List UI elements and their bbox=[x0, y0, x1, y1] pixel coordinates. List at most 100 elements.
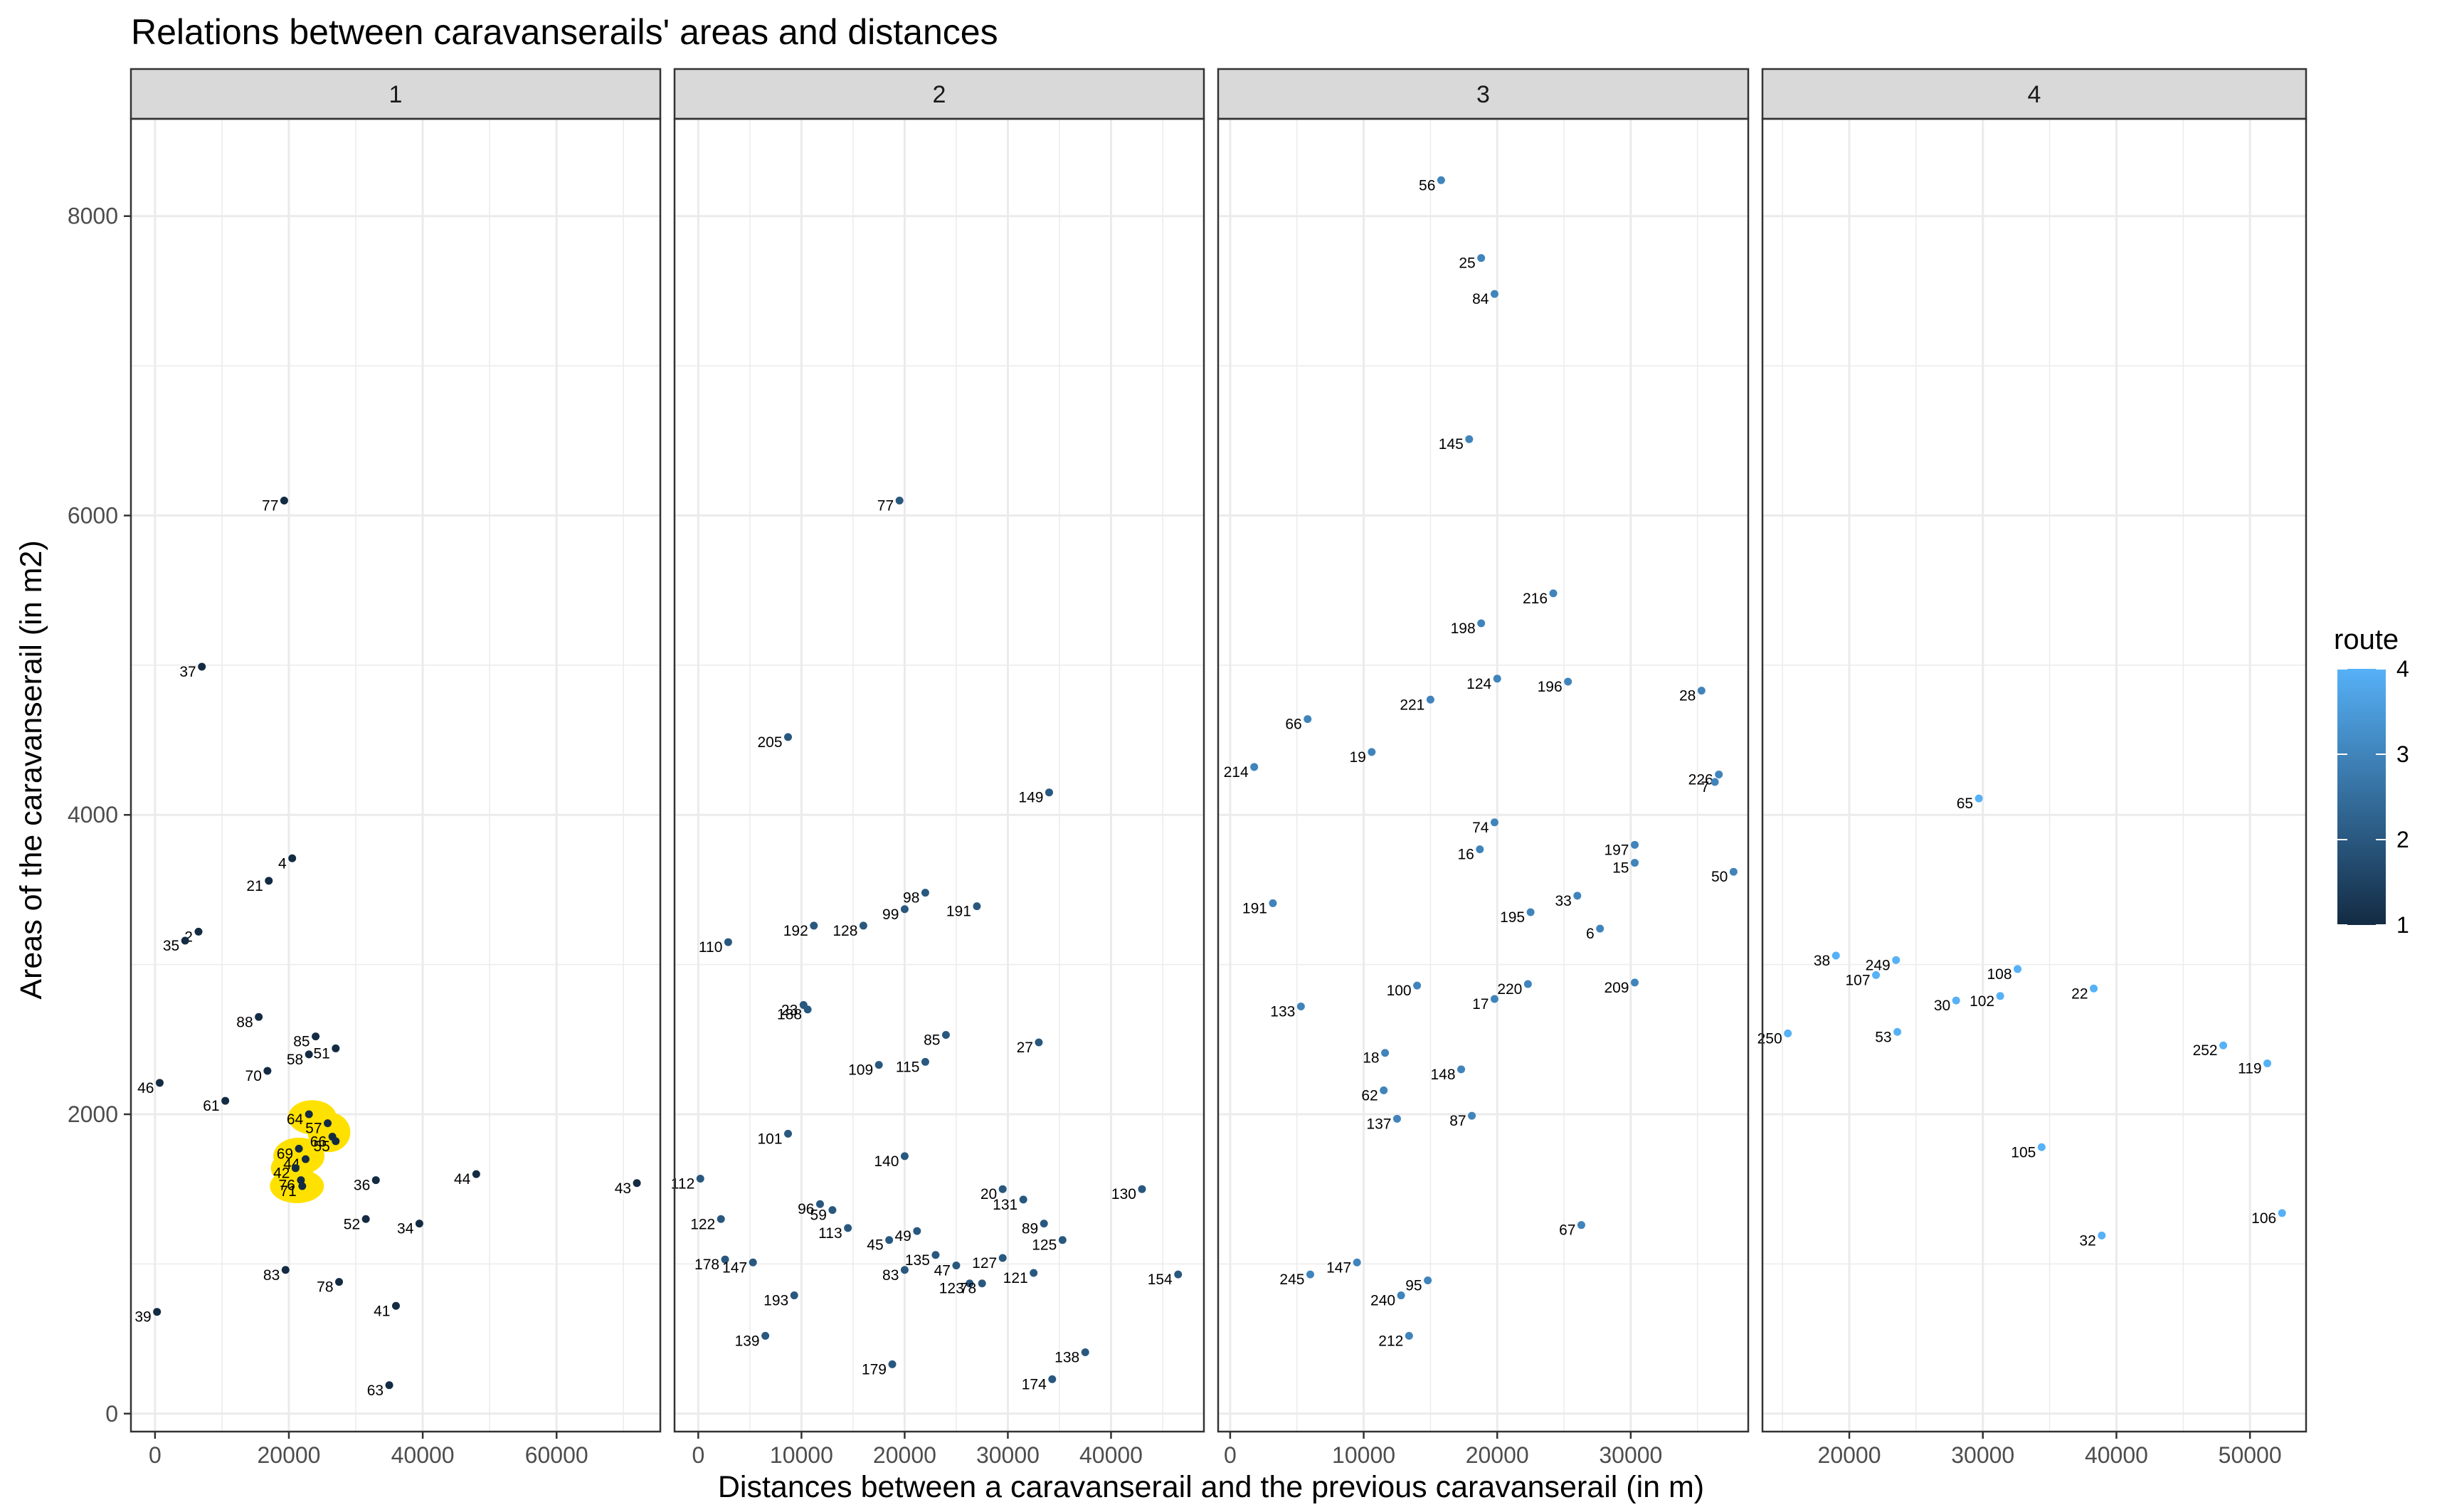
data-point bbox=[1045, 788, 1053, 797]
data-point bbox=[2263, 1059, 2272, 1067]
data-point bbox=[155, 1079, 164, 1087]
data-point bbox=[1711, 778, 1719, 786]
data-point bbox=[900, 1266, 909, 1274]
point-label: 57 bbox=[305, 1121, 322, 1137]
point-label: 198 bbox=[1451, 620, 1476, 637]
point-label: 61 bbox=[203, 1098, 219, 1114]
data-point bbox=[803, 1005, 812, 1014]
data-point bbox=[1784, 1029, 1792, 1037]
point-label: 192 bbox=[783, 923, 808, 939]
data-point bbox=[1476, 845, 1484, 854]
data-point bbox=[966, 1279, 974, 1288]
data-point bbox=[900, 1152, 909, 1161]
facet-strip bbox=[673, 68, 1205, 120]
point-label: 46 bbox=[137, 1080, 154, 1096]
point-label: 195 bbox=[1500, 909, 1525, 926]
data-point bbox=[1426, 695, 1434, 704]
facet-strip-label: 4 bbox=[2028, 81, 2041, 108]
data-point bbox=[1138, 1185, 1146, 1193]
point-label: 209 bbox=[1604, 980, 1629, 996]
data-point bbox=[900, 905, 909, 914]
panel-border bbox=[1761, 117, 2308, 1433]
data-point bbox=[1715, 770, 1723, 778]
facet-strip-label: 2 bbox=[933, 81, 946, 108]
point-label: 7 bbox=[1701, 779, 1709, 795]
point-label: 51 bbox=[313, 1045, 329, 1062]
point-label: 28 bbox=[1679, 688, 1696, 704]
data-point bbox=[1250, 763, 1259, 771]
point-label: 240 bbox=[1370, 1293, 1395, 1309]
point-label: 70 bbox=[245, 1068, 262, 1084]
point-label: 191 bbox=[1242, 900, 1267, 916]
data-point bbox=[859, 921, 867, 930]
y-tick-label: 0 bbox=[105, 1401, 118, 1427]
point-label: 78 bbox=[317, 1279, 333, 1296]
point-label: 124 bbox=[1466, 676, 1491, 692]
point-label: 220 bbox=[1497, 981, 1522, 998]
data-point bbox=[1996, 992, 2004, 1000]
data-point bbox=[288, 854, 297, 862]
point-label: 55 bbox=[313, 1138, 329, 1155]
legend-tick-label: 2 bbox=[2396, 827, 2409, 852]
data-point bbox=[198, 662, 206, 671]
point-label: 20 bbox=[980, 1186, 997, 1202]
point-label: 137 bbox=[1366, 1116, 1391, 1132]
data-point bbox=[1952, 996, 1960, 1005]
data-point bbox=[385, 1381, 393, 1390]
data-point bbox=[1306, 1270, 1314, 1279]
x-tick-label: 40000 bbox=[2085, 1442, 2148, 1468]
point-label: 15 bbox=[1612, 860, 1629, 877]
data-point bbox=[2037, 1143, 2046, 1151]
point-label: 76 bbox=[279, 1178, 295, 1194]
point-label: 42 bbox=[273, 1165, 290, 1182]
data-point bbox=[332, 1044, 340, 1052]
data-point bbox=[1729, 867, 1738, 876]
point-label: 18 bbox=[1363, 1050, 1379, 1067]
point-label: 16 bbox=[1457, 847, 1474, 863]
data-point bbox=[1523, 980, 1532, 988]
point-label: 216 bbox=[1523, 591, 1548, 607]
point-label: 121 bbox=[1003, 1270, 1028, 1286]
data-point bbox=[1490, 818, 1498, 827]
point-label: 250 bbox=[1757, 1030, 1782, 1047]
data-point bbox=[1457, 1065, 1466, 1074]
data-point bbox=[265, 877, 273, 885]
point-label: 197 bbox=[1604, 842, 1629, 858]
point-label: 119 bbox=[2238, 1060, 2261, 1077]
data-point bbox=[1493, 675, 1501, 683]
point-label: 30 bbox=[1934, 998, 1950, 1014]
data-point bbox=[1304, 715, 1312, 724]
data-point bbox=[295, 1144, 303, 1153]
data-point bbox=[305, 1050, 313, 1059]
data-point bbox=[1596, 924, 1605, 933]
data-point bbox=[828, 1206, 837, 1215]
point-label: 52 bbox=[344, 1216, 360, 1232]
point-label: 98 bbox=[903, 890, 919, 906]
point-label: 71 bbox=[280, 1183, 296, 1200]
point-label: 105 bbox=[2011, 1144, 2036, 1161]
point-label: 38 bbox=[1814, 953, 1830, 969]
point-label: 63 bbox=[367, 1383, 384, 1399]
data-point bbox=[1573, 892, 1582, 900]
panel-border bbox=[129, 117, 662, 1433]
data-point bbox=[1477, 619, 1486, 628]
x-tick-label: 20000 bbox=[873, 1442, 936, 1468]
point-label: 34 bbox=[397, 1221, 414, 1237]
facet-strip bbox=[1761, 68, 2308, 120]
data-point bbox=[1872, 971, 1881, 979]
data-point bbox=[335, 1278, 344, 1286]
point-label: 65 bbox=[1957, 795, 1973, 812]
point-label: 67 bbox=[1559, 1222, 1575, 1239]
data-point bbox=[1490, 995, 1498, 1003]
data-point bbox=[921, 1057, 929, 1066]
data-point bbox=[1893, 1027, 1902, 1036]
point-label: 43 bbox=[615, 1180, 631, 1197]
y-tick-label: 2000 bbox=[68, 1101, 118, 1127]
data-point bbox=[194, 927, 203, 936]
x-tick-label: 20000 bbox=[1818, 1442, 1881, 1468]
highlight-marker bbox=[307, 1112, 351, 1153]
data-point bbox=[1490, 290, 1498, 298]
point-label: 59 bbox=[810, 1207, 827, 1224]
point-label: 245 bbox=[1279, 1272, 1304, 1288]
